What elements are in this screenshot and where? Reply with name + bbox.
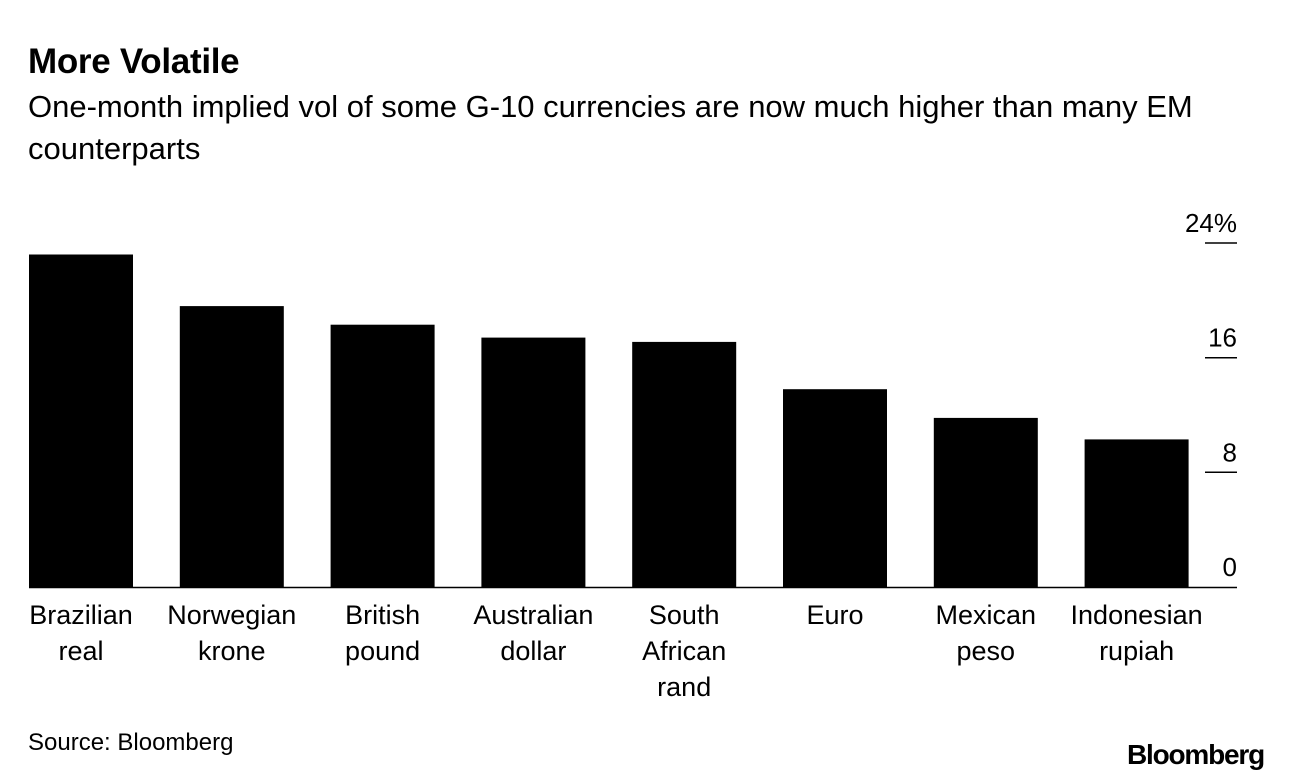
y-tick-label-2: 16 xyxy=(1208,323,1237,353)
bar-4 xyxy=(632,341,737,587)
category-label-1-line-0: Norwegian xyxy=(167,600,296,630)
category-label-3-line-1: dollar xyxy=(500,636,566,666)
category-labels: Brazilian real Norwegian krone British pound A… xyxy=(29,600,1202,702)
bar-6 xyxy=(933,417,1038,587)
category-label-6-line-0: Mexican xyxy=(936,600,1037,630)
category-label-7-line-0: Indonesian xyxy=(1071,600,1203,630)
y-tick-label-3: 24% xyxy=(1185,208,1237,238)
y-axis: 0 8 16 24% xyxy=(29,208,1237,589)
category-label-2-line-0: British xyxy=(345,600,420,630)
category-label-5-line-0: Euro xyxy=(806,600,863,630)
category-label-3-line-0: Australian xyxy=(473,600,593,630)
category-label-0-line-1: real xyxy=(58,636,103,666)
chart-subtitle: One-month implied vol of some G-10 curre… xyxy=(28,89,1193,166)
bar-2 xyxy=(330,324,435,587)
category-label-6-line-1: peso xyxy=(957,636,1016,666)
bar-1 xyxy=(179,306,284,587)
bars-layer xyxy=(29,254,1189,587)
y-tick-label-1: 8 xyxy=(1223,437,1237,467)
category-label-0-line-0: Brazilian xyxy=(29,600,133,630)
category-label-4-line-0: South xyxy=(649,600,720,630)
category-label-1-line-1: krone xyxy=(198,636,266,666)
bar-3 xyxy=(481,337,586,587)
category-label-4-line-1: African xyxy=(642,636,726,666)
source-note: Source: Bloomberg xyxy=(28,729,234,756)
bloomberg-logo: Bloomberg xyxy=(1127,739,1265,770)
bar-5 xyxy=(783,389,887,587)
y-tick-label-0: 0 xyxy=(1223,552,1237,582)
category-label-7-line-1: rupiah xyxy=(1099,636,1174,666)
bar-7 xyxy=(1084,439,1189,587)
chart-title: More Volatile xyxy=(28,42,240,81)
category-label-4-line-2: rand xyxy=(657,672,711,702)
category-label-2-line-1: pound xyxy=(345,636,420,666)
bar-0 xyxy=(29,254,133,587)
